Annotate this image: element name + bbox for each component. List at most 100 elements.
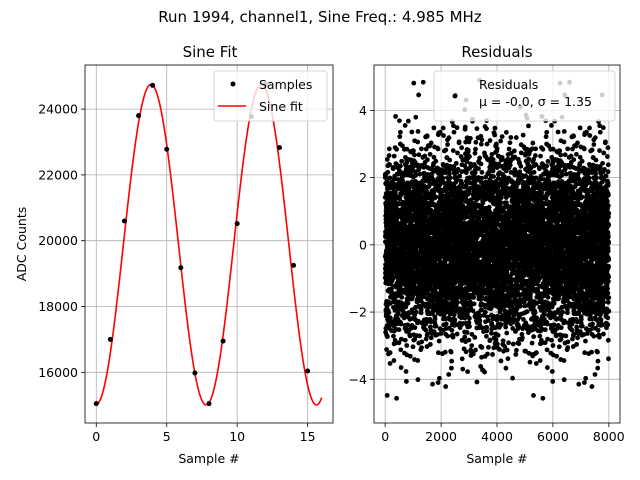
residual-point bbox=[474, 126, 480, 132]
residual-point bbox=[392, 298, 398, 303]
residual-point bbox=[411, 80, 417, 86]
residual-point bbox=[398, 336, 404, 342]
residual-point bbox=[510, 375, 515, 381]
residual-point bbox=[448, 349, 454, 355]
residual-point bbox=[451, 129, 457, 135]
residual-point bbox=[504, 347, 510, 353]
residual-point bbox=[442, 349, 448, 355]
residual-point bbox=[407, 333, 413, 339]
residual-point bbox=[422, 153, 428, 159]
residual-point bbox=[477, 155, 483, 161]
residual-point bbox=[404, 146, 410, 152]
residual-point bbox=[415, 139, 421, 145]
sine-fit-marks bbox=[93, 81, 323, 407]
residual-point bbox=[489, 330, 494, 336]
residual-point bbox=[389, 288, 394, 294]
residual-point bbox=[402, 123, 408, 128]
residual-point bbox=[413, 114, 419, 120]
residual-point bbox=[492, 132, 498, 138]
residual-point bbox=[494, 146, 500, 151]
residual-point bbox=[394, 146, 400, 152]
residual-point bbox=[405, 118, 411, 124]
residual-point bbox=[386, 153, 392, 158]
residual-point bbox=[404, 379, 409, 384]
sine-fit-legend-box bbox=[213, 70, 328, 122]
residual-point bbox=[445, 333, 450, 339]
residual-point bbox=[490, 157, 496, 162]
residual-point bbox=[505, 356, 511, 362]
residual-point bbox=[467, 154, 472, 159]
sample-point bbox=[291, 262, 297, 268]
residual-point bbox=[394, 395, 399, 401]
residual-point bbox=[403, 369, 409, 374]
residual-point bbox=[440, 175, 446, 181]
residual-point bbox=[414, 309, 419, 315]
residual-point bbox=[433, 194, 439, 200]
residual-point bbox=[419, 345, 424, 351]
residual-point bbox=[513, 135, 519, 140]
residual-point bbox=[406, 310, 412, 316]
residual-point bbox=[482, 369, 488, 375]
residual-point bbox=[510, 341, 516, 347]
sine-fit-legend: Samples Sine fit bbox=[213, 70, 328, 122]
residuals-marks bbox=[382, 77, 612, 401]
residual-point bbox=[398, 321, 404, 327]
residual-point bbox=[417, 333, 423, 339]
residual-point bbox=[455, 150, 460, 156]
residual-point bbox=[405, 300, 411, 306]
residual-point bbox=[484, 126, 489, 132]
sample-point bbox=[136, 113, 142, 119]
residual-point bbox=[449, 365, 454, 371]
residual-point bbox=[432, 316, 438, 322]
residual-point bbox=[479, 137, 485, 143]
residual-point bbox=[415, 129, 421, 134]
residual-point bbox=[409, 223, 415, 229]
sine-fit-panel: Sine Fit 0 5 10 151600018000200002200024000… bbox=[14, 43, 334, 466]
sample-point bbox=[121, 218, 127, 224]
sample-point bbox=[93, 401, 99, 407]
residual-point bbox=[395, 310, 401, 315]
residual-point bbox=[397, 118, 402, 124]
residual-point bbox=[450, 148, 456, 153]
residual-point bbox=[449, 327, 455, 333]
y-tick-label: 24000 bbox=[38, 102, 78, 117]
residual-point bbox=[423, 327, 429, 333]
residual-point bbox=[413, 172, 419, 178]
residual-point bbox=[386, 146, 392, 152]
residual-point bbox=[435, 146, 441, 152]
residual-point bbox=[469, 343, 475, 348]
residual-point bbox=[447, 157, 453, 163]
residual-point bbox=[457, 173, 463, 179]
sine-fit-ylabel: ADC Counts bbox=[14, 207, 29, 282]
sine-fit-grid bbox=[85, 65, 333, 423]
residual-point bbox=[396, 340, 402, 346]
x-tick-label: 15 bbox=[300, 429, 316, 444]
residual-point bbox=[471, 295, 477, 300]
residual-point bbox=[479, 345, 485, 350]
residual-point bbox=[506, 340, 511, 346]
residual-point bbox=[431, 190, 437, 196]
residual-point bbox=[452, 317, 458, 323]
residual-point bbox=[472, 335, 478, 340]
residual-point bbox=[498, 358, 504, 364]
residual-point bbox=[397, 196, 403, 202]
residual-point bbox=[424, 133, 430, 139]
residual-point bbox=[412, 325, 418, 331]
residual-point bbox=[431, 154, 437, 160]
x-tick-label: 0 bbox=[92, 429, 100, 444]
residual-point bbox=[402, 337, 408, 343]
residual-point bbox=[493, 337, 499, 343]
residual-point bbox=[417, 171, 423, 177]
sample-point bbox=[150, 82, 156, 88]
residual-point bbox=[482, 309, 488, 315]
residual-point bbox=[507, 140, 513, 146]
residual-point bbox=[425, 157, 430, 163]
samples-legend-marker bbox=[230, 81, 236, 87]
residual-point bbox=[415, 377, 421, 383]
residuals-title: Residuals bbox=[461, 43, 532, 61]
residual-point bbox=[428, 140, 434, 146]
residual-point bbox=[473, 146, 478, 152]
residual-point bbox=[471, 301, 477, 307]
residual-point bbox=[499, 134, 505, 139]
